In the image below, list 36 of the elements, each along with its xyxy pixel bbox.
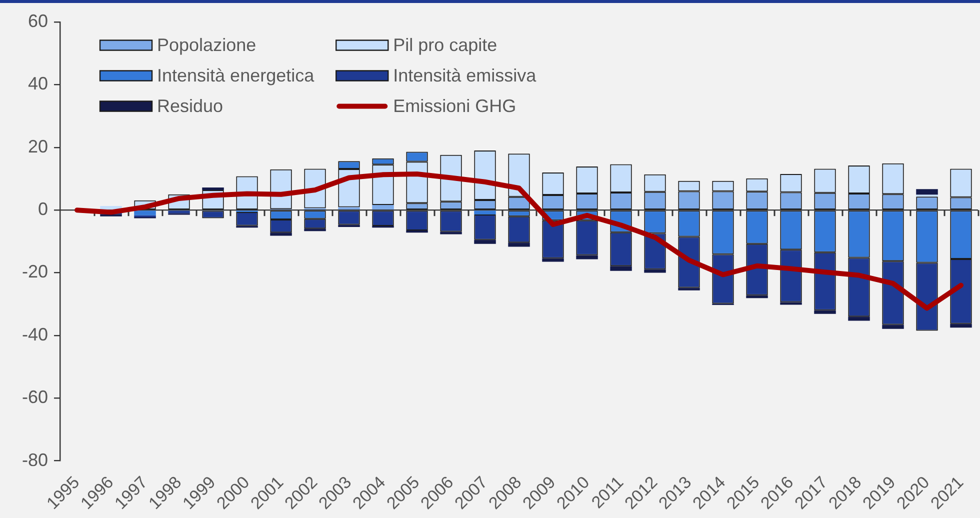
y-tick-label: 60 (28, 10, 48, 31)
y-tick-label: 0 (38, 199, 48, 220)
bar (440, 232, 462, 234)
y-tick-label: -60 (22, 387, 48, 408)
bar (406, 230, 428, 233)
bar (882, 324, 904, 329)
bar (916, 189, 938, 195)
legend-label: Popolazione (157, 35, 256, 56)
legend-label: Intensità energetica (157, 66, 316, 86)
bar (814, 310, 836, 314)
legend-label: Residuo (157, 96, 224, 116)
bar (270, 232, 292, 236)
bar (304, 228, 326, 232)
bar (202, 188, 224, 190)
bar (848, 316, 870, 321)
y-tick-label: -20 (22, 262, 48, 282)
legend-label: Emissioni GHG (393, 96, 516, 116)
y-tick-label: -80 (22, 450, 48, 470)
legend-label: Intensità emissiva (393, 66, 538, 86)
bar (134, 210, 156, 216)
bar (610, 266, 632, 271)
bar (576, 255, 598, 260)
bar (644, 269, 666, 273)
bar (508, 242, 530, 247)
bar (474, 240, 496, 244)
bar (678, 288, 700, 290)
y-tick-label: 40 (28, 74, 48, 94)
legend-label: Pil pro capite (393, 35, 498, 56)
bar (780, 302, 802, 305)
bar (474, 210, 496, 214)
bar (168, 210, 190, 214)
y-tick-label: 20 (28, 136, 48, 156)
bar (372, 205, 394, 210)
bar (542, 258, 564, 262)
bar (950, 324, 972, 328)
y-tick-label: -40 (22, 324, 48, 344)
